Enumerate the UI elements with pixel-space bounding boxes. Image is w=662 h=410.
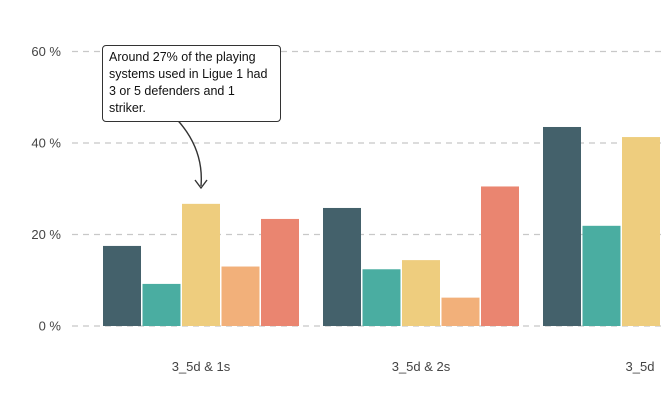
bar-2-1	[142, 283, 181, 326]
bar-5-1	[261, 218, 299, 326]
bar-3-1	[182, 203, 220, 326]
bar-1-1	[103, 245, 141, 326]
bar-2-3	[582, 225, 621, 326]
bar-3-3	[622, 137, 660, 326]
bar-2-2	[362, 269, 401, 326]
y-tick-label: 40 %	[31, 136, 61, 151]
y-tick-label: 20 %	[31, 227, 61, 242]
annotation-callout: Around 27% of the playing systems used i…	[102, 45, 281, 122]
bar-5-2	[481, 186, 519, 326]
bar-1-3	[543, 126, 581, 326]
bar-3-2	[402, 260, 440, 326]
y-tick-label: 60 %	[31, 44, 61, 59]
x-tick-label: 3_5d & 2s	[392, 359, 451, 374]
bar-4-2	[441, 297, 480, 326]
bars	[103, 126, 660, 326]
x-tick-label: 3_5d & 1s	[172, 359, 231, 374]
annotation-arrowhead	[194, 179, 208, 190]
axis-labels: 0 % 20 % 40 % 60 % 3_5d & 1s 3_5d & 2s 3_5d	[31, 44, 654, 374]
y-tick-label: 0 %	[39, 319, 62, 334]
x-tick-label: 3_5d	[626, 359, 655, 374]
bar-4-1	[221, 266, 260, 326]
bar-1-2	[323, 207, 361, 326]
